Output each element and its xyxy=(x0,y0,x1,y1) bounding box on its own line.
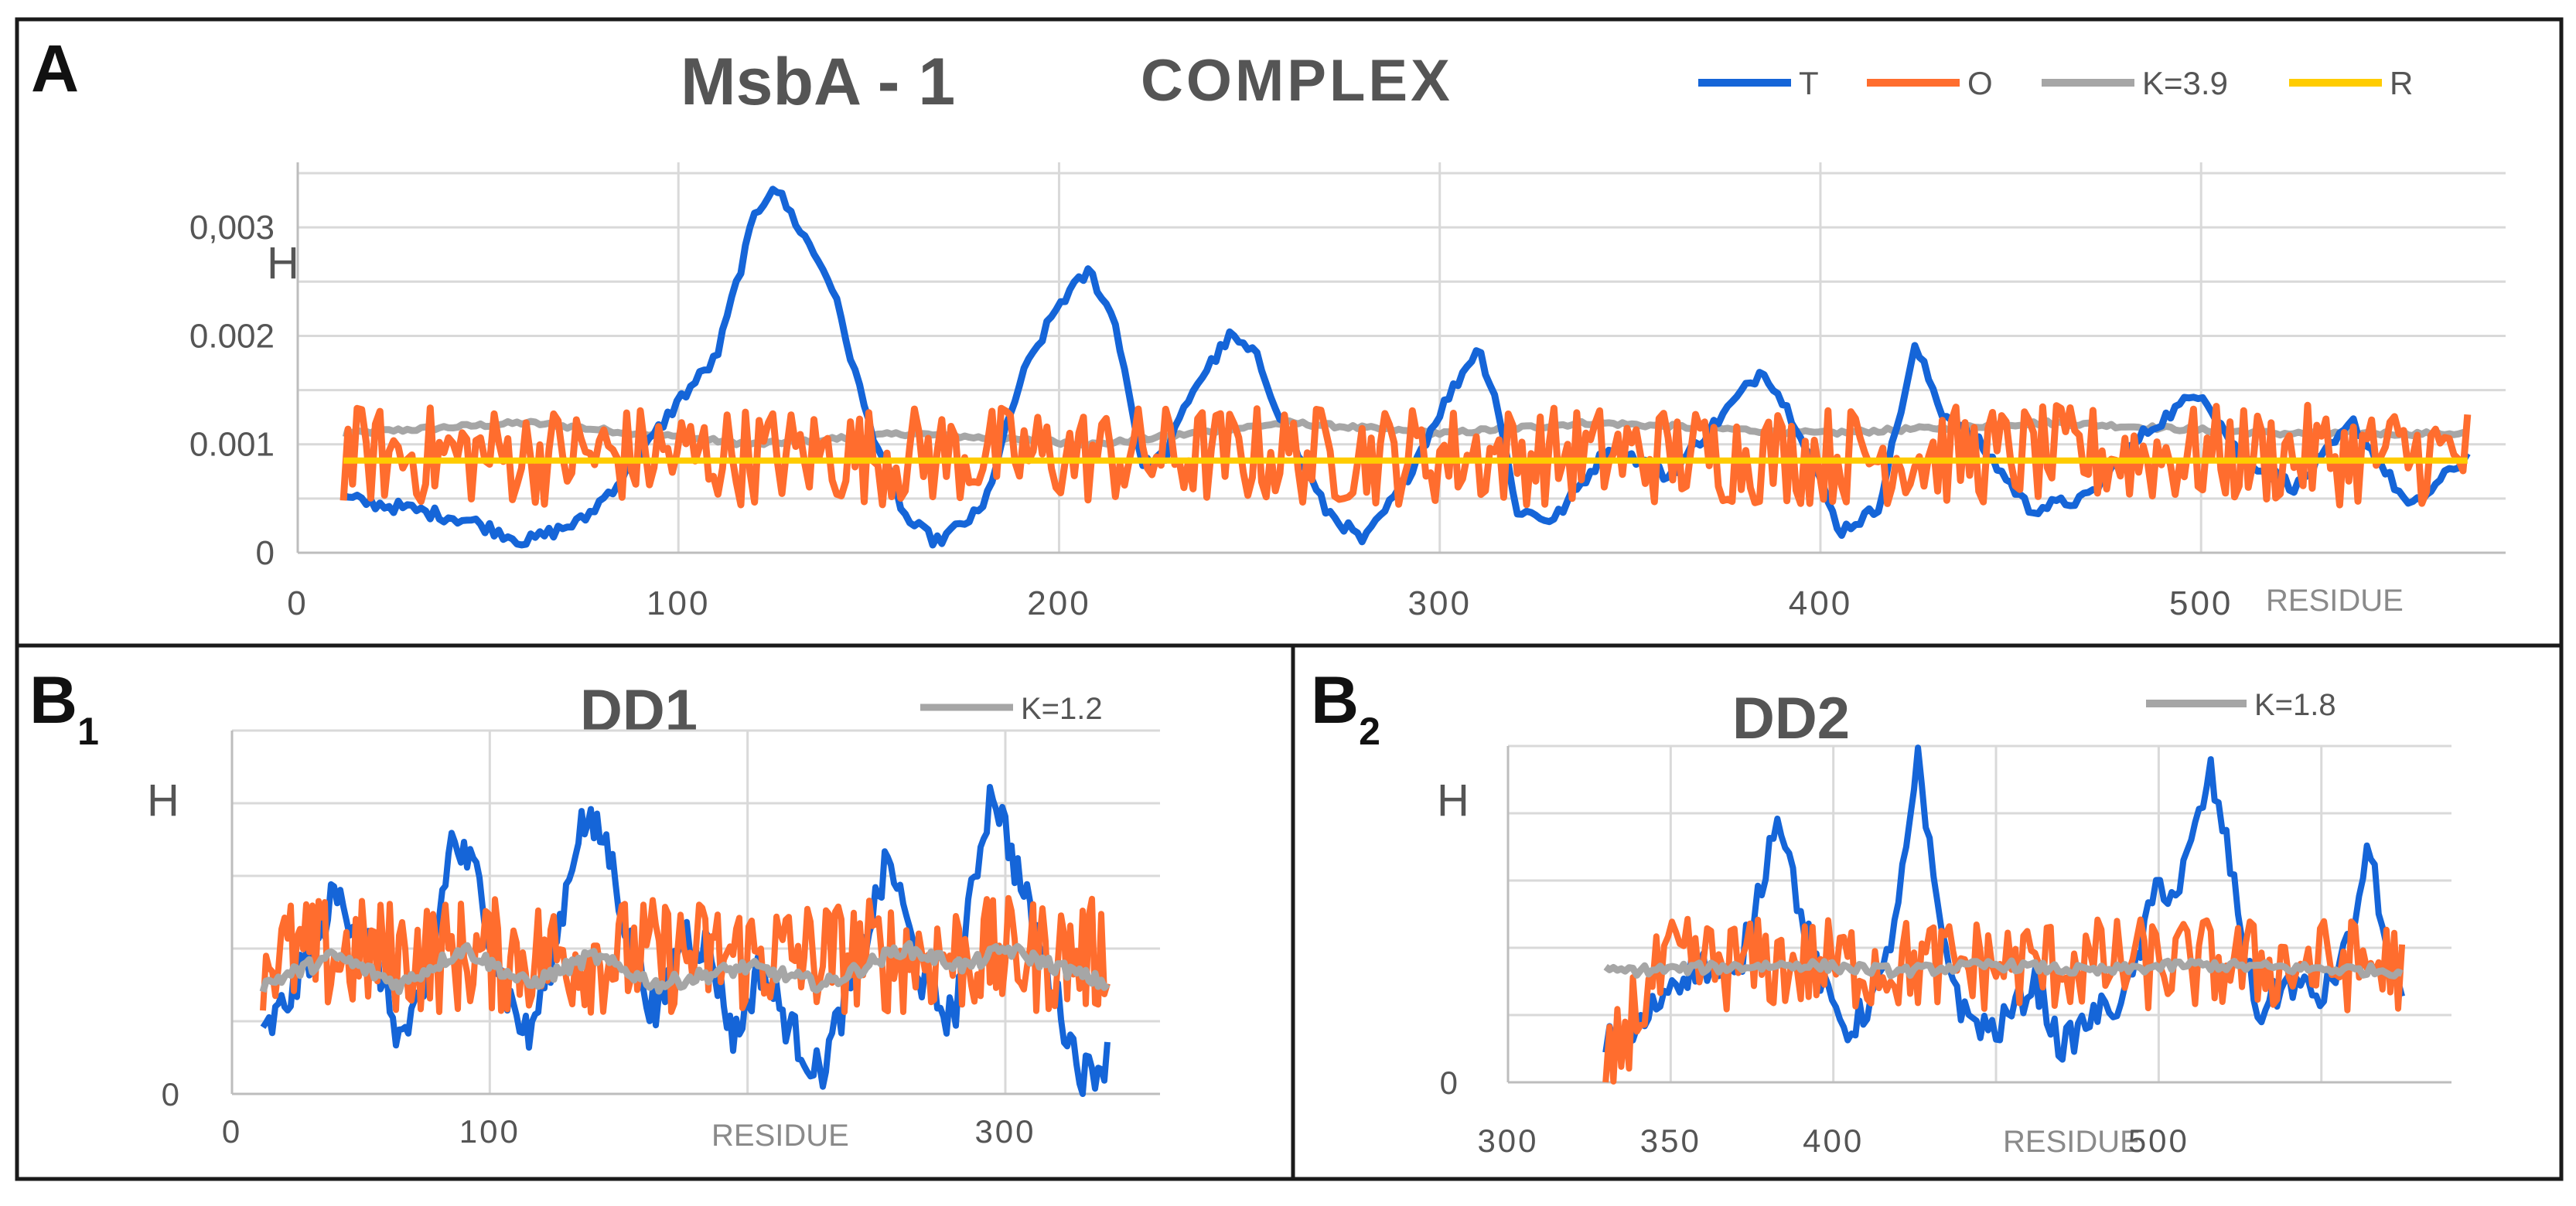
panel-b1-letter-main: B xyxy=(29,663,77,738)
panel-b1-x-tick-label: 100 xyxy=(459,1113,520,1150)
panel-a-series-k xyxy=(342,417,2469,449)
panel-b1-y-axis-label: H xyxy=(147,775,179,826)
legend-label-o: O xyxy=(1967,65,1993,101)
legend-label-k: K=3.9 xyxy=(2142,65,2228,101)
panel-b1-letter: B1 xyxy=(29,663,99,753)
panel-a-y-tick-label: 0 xyxy=(256,534,275,572)
panel-b1-plot-area: 0 100 300 0 xyxy=(162,729,1160,1150)
panel-a-x-tick-label: 100 xyxy=(647,584,710,622)
panel-b1: B1 DD1 K=1.2 H RESIDUE 0 100 300 0 xyxy=(29,663,1160,1153)
panel-a-y-axis-label: H xyxy=(267,238,299,288)
panel-b1-letter-sub: 1 xyxy=(77,710,99,753)
panel-b2-x-tick-label: 300 xyxy=(1477,1123,1538,1159)
panel-b1-x-tick-label: 300 xyxy=(974,1113,1036,1150)
panel-a-title: MsbA - 1 xyxy=(681,45,955,119)
panel-b2-x-tick-label: 400 xyxy=(1803,1123,1864,1159)
panel-b2-letter-main: B xyxy=(1311,663,1359,738)
legend-label-t: T xyxy=(1799,65,1819,101)
panel-a-x-tick-label: 200 xyxy=(1027,584,1090,622)
panel-a-y-tick-label: 0,003 xyxy=(189,209,275,247)
panel-a-subtitle: COMPLEX xyxy=(1141,48,1453,114)
panel-a-plot-area: 0 100 200 300 400 500 0 0.001 0.002 0,003 xyxy=(189,162,2506,622)
panel-b1-x-axis-label: RESIDUE xyxy=(711,1119,849,1153)
panel-b1-series-o xyxy=(260,894,1111,1016)
panel-a-x-tick-label: 400 xyxy=(1789,584,1852,622)
panel-a-x-tick-label: 300 xyxy=(1408,584,1472,622)
panel-a-letter: A xyxy=(31,32,79,106)
panel-a-legend: T O K=3.9 R xyxy=(1698,65,2413,101)
panel-a-x-tick-label: 0 xyxy=(287,584,308,622)
panel-b2-series-k xyxy=(1603,957,2404,979)
panel-a-x-axis-label: RESIDUE xyxy=(2266,584,2404,618)
panel-b1-y-tick-label: 0 xyxy=(162,1076,179,1112)
panel-b2-series-o xyxy=(1602,915,2406,1085)
panel-b2-x-axis-label: RESIDUE xyxy=(2003,1125,2141,1159)
panel-b1-x-tick-label: 0 xyxy=(222,1113,242,1150)
panel-a-y-tick-label: 0.002 xyxy=(189,317,275,355)
panel-b2-letter: B2 xyxy=(1311,663,1380,753)
legend-label-b1-k: K=1.2 xyxy=(1021,692,1103,726)
panel-b2-y-tick-label: 0 xyxy=(1440,1065,1458,1101)
panel-b2-title: DD2 xyxy=(1732,686,1850,751)
panel-b1-series-k xyxy=(259,940,1111,996)
panel-b2-plot-area: 300 350 400 500 0 xyxy=(1440,744,2451,1159)
panel-b1-series-t xyxy=(260,784,1111,1097)
panel-b2-x-tick-label: 500 xyxy=(2128,1123,2189,1159)
legend-label-b2-k: K=1.8 xyxy=(2254,688,2336,722)
panel-a-x-tick-label: 500 xyxy=(2169,584,2233,622)
panel-a: A MsbA - 1 COMPLEX T O K=3.9 R H RESIDUE… xyxy=(31,32,2506,622)
panel-b2: B2 DD2 K=1.8 H RESIDUE 300 350 400 500 0 xyxy=(1311,663,2451,1159)
panel-b2-letter-sub: 2 xyxy=(1359,710,1380,753)
panel-b2-frame xyxy=(1291,643,2564,1181)
panel-b2-y-axis-label: H xyxy=(1437,775,1469,826)
panel-b2-x-tick-label: 350 xyxy=(1640,1123,1701,1159)
panel-b1-title: DD1 xyxy=(580,678,698,744)
legend-label-r: R xyxy=(2390,65,2413,101)
panel-a-y-tick-label: 0.001 xyxy=(189,426,275,464)
